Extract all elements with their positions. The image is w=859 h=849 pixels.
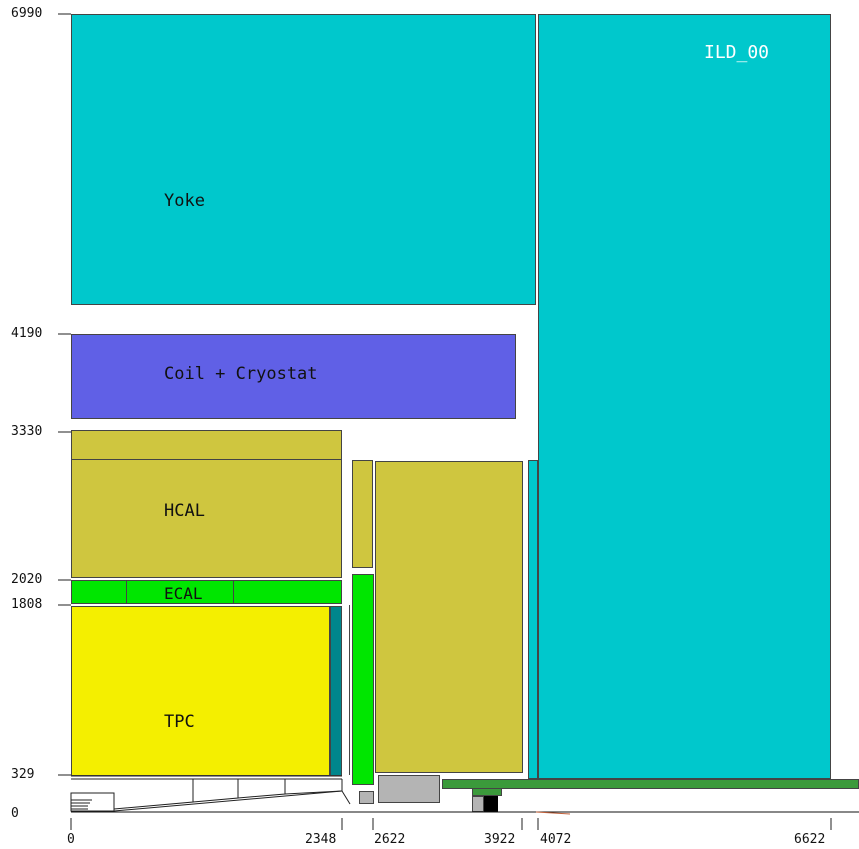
- x-tick-6622: 6622: [794, 832, 826, 847]
- diagram-title: ILD_00: [704, 42, 770, 63]
- hcal-label: HCAL: [164, 501, 205, 521]
- x-tick-0: 0: [67, 832, 75, 847]
- ecal-barrel: [71, 580, 342, 604]
- ecal-divider-2: [233, 580, 234, 604]
- y-tick-1808: 1808: [11, 597, 43, 612]
- y-tick-3330: 3330: [11, 424, 43, 439]
- yoke-label: Yoke: [164, 191, 205, 211]
- x-tick-2348: 2348: [305, 832, 337, 847]
- y-tick-0: 0: [11, 806, 19, 821]
- coil-cryostat: [71, 334, 516, 419]
- y-tick-2020: 2020: [11, 572, 43, 587]
- tpc: [71, 606, 330, 776]
- beam-element-black: [484, 796, 498, 812]
- beampipe-flange: [472, 788, 502, 796]
- hcal-ring: [352, 460, 373, 568]
- y-tick-4190: 4190: [11, 326, 43, 341]
- y-tick-329: 329: [11, 767, 35, 782]
- yoke-endcap: [538, 14, 831, 779]
- forward-support-box: [378, 775, 440, 803]
- x-tick-4072: 4072: [540, 832, 572, 847]
- y-tick-6990: 6990: [11, 6, 43, 21]
- yoke-plug-strip: [528, 460, 538, 779]
- ecal-label: ECAL: [164, 584, 203, 603]
- ecal-endcap: [352, 574, 374, 785]
- hcal-barrel: [71, 459, 342, 578]
- tpc-label: TPC: [164, 712, 195, 732]
- ecal-divider-1: [126, 580, 127, 604]
- x-tick-2622: 2622: [374, 832, 406, 847]
- yoke-barrel: [71, 14, 536, 305]
- x-tick-3922: 3922: [484, 832, 516, 847]
- coil-label: Coil + Cryostat: [164, 364, 318, 384]
- forward-small-box: [359, 791, 374, 804]
- hcal-endcap: [375, 461, 523, 773]
- inner-support-line: [349, 605, 350, 775]
